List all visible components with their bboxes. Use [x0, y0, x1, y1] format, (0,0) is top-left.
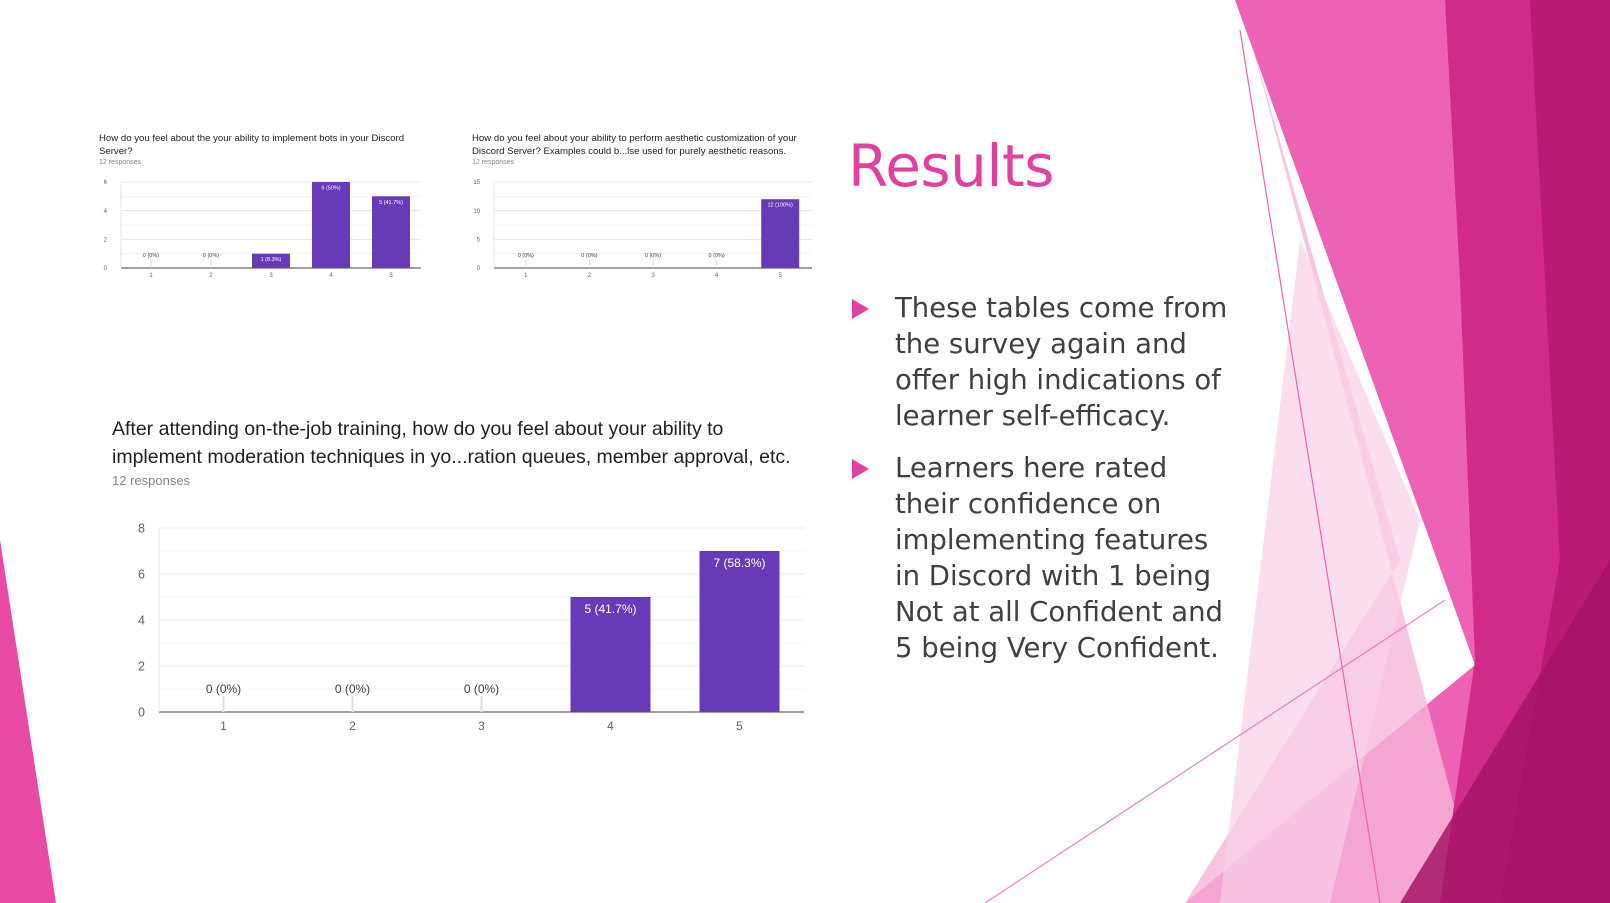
bar-data-label: 0 (0%) [203, 253, 219, 259]
slide-title: Results [848, 132, 1054, 200]
x-tick-label: 4 [715, 273, 719, 279]
x-tick-label: 1 [149, 273, 153, 279]
chart-response-count: 12 responses [99, 159, 142, 166]
right-facet-pale [1220, 240, 1420, 903]
bar [372, 196, 410, 268]
chart-question: How do you feel about your ability to pe… [472, 133, 797, 157]
bar-data-label: 1 (8.3%) [261, 257, 282, 263]
x-tick-label: 1 [524, 273, 528, 279]
x-tick-label: 5 [736, 719, 743, 733]
triangle-bullet-icon [852, 299, 869, 319]
x-tick-label: 4 [607, 719, 614, 733]
bar-data-label: 12 (100%) [768, 203, 794, 209]
chart-question: How do you feel about the your ability t… [99, 133, 405, 157]
bar-data-label: 0 (0%) [206, 682, 241, 696]
bar [699, 551, 780, 712]
bar-data-label: 5 (41.7%) [379, 200, 403, 206]
y-tick-label: 4 [104, 209, 108, 215]
y-tick-label: 0 [477, 266, 481, 272]
bar [570, 597, 651, 712]
y-tick-label: 2 [138, 659, 145, 673]
right-facet-light [1185, 30, 1480, 903]
chart-moderation: After attending on-the-job training, how… [112, 415, 802, 488]
triangle-bullet-icon [852, 459, 869, 479]
bullet-list: These tables come from the survey again … [850, 290, 1230, 682]
x-tick-label: 4 [329, 273, 333, 279]
thin-line-2 [984, 599, 1446, 903]
x-tick-label: 5 [779, 273, 783, 279]
bar-data-label: 0 (0%) [143, 253, 159, 259]
chart-response-count: 12 responses [472, 159, 515, 166]
chart-aesthetic: How do you feel about your ability to pe… [472, 132, 812, 166]
bar-data-label: 0 (0%) [518, 253, 534, 259]
bar [312, 182, 350, 268]
bullet-text: Learners here rated their confidence on … [895, 452, 1224, 664]
bar-data-label: 0 (0%) [581, 253, 597, 259]
y-tick-label: 4 [138, 613, 145, 627]
x-tick-label: 2 [588, 273, 592, 279]
x-tick-label: 3 [269, 273, 273, 279]
y-tick-label: 6 [138, 567, 145, 581]
chart-response-count: 12 responses [112, 473, 191, 488]
bar-data-label: 6 (50%) [321, 186, 340, 192]
bar [252, 253, 290, 268]
x-tick-label: 5 [389, 273, 393, 279]
bar-data-label: 7 (58.3%) [713, 556, 765, 570]
bar-data-label: 5 (41.7%) [584, 602, 636, 616]
right-facet-wine [1400, 560, 1610, 903]
chart-question: After attending on-the-job training, how… [112, 418, 791, 468]
x-tick-label: 1 [220, 719, 227, 733]
bullet-item: Learners here rated their confidence on … [850, 450, 1230, 666]
y-tick-label: 6 [104, 180, 108, 186]
bar-chart-bots: 0 2 4 6 0 (0%) 1 0 (0%) 2 1 (8.3%) 3 6 (50%) 4 5 (41… [104, 180, 421, 279]
y-tick-label: 0 [138, 705, 145, 719]
y-tick-label: 15 [473, 180, 480, 186]
x-tick-label: 3 [478, 719, 485, 733]
x-tick-label: 2 [209, 273, 213, 279]
x-tick-label: 3 [651, 273, 655, 279]
y-tick-label: 0 [104, 266, 108, 272]
thin-line-1 [1239, 29, 1381, 903]
y-tick-label: 2 [104, 237, 108, 243]
bar-data-label: 0 (0%) [464, 682, 499, 696]
bullet-item: These tables come from the survey again … [850, 290, 1230, 434]
bullet-text: These tables come from the survey again … [895, 292, 1228, 432]
bar [761, 199, 800, 268]
bar-data-label: 0 (0%) [645, 253, 661, 259]
bar-data-label: 0 (0%) [335, 682, 370, 696]
bar-chart-moderation: 0 2 4 6 8 0 (0%) 1 0 (0%) 2 0 (0%) 3 5 (41.7%) 4 7 (5… [138, 521, 804, 733]
bar-chart-aesthetic: 0 5 10 15 0 (0%) 1 0 (0%) 2 0 (0%) 3 0 (0%) 4 12 (10… [473, 180, 812, 279]
y-tick-label: 10 [473, 209, 480, 215]
x-tick-label: 2 [349, 719, 356, 733]
y-tick-label: 8 [138, 521, 145, 535]
chart-bots: How do you feel about the your ability t… [99, 132, 434, 166]
bar-data-label: 0 (0%) [708, 253, 724, 259]
y-tick-label: 5 [477, 237, 481, 243]
left-facet [0, 540, 56, 903]
